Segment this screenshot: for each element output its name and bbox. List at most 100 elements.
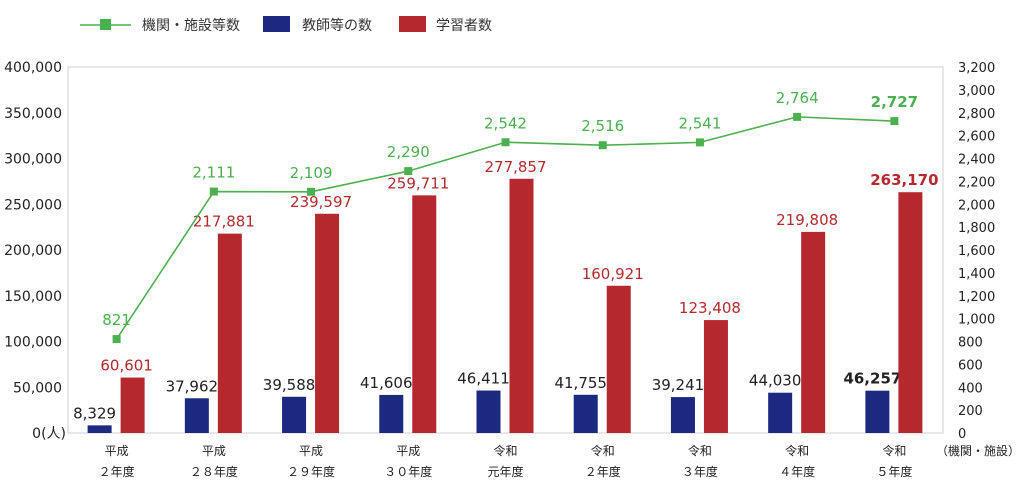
y-left-tick-label: 350,000 (4, 106, 62, 122)
learner-bar (412, 195, 437, 433)
x-tick-label: ３年度 (682, 464, 718, 479)
x-tick-label: 平成 (105, 444, 129, 458)
facility-data-label: 821 (102, 311, 131, 329)
y-left-tick-label: 200,000 (4, 243, 62, 259)
legend-label: 学習者数 (436, 18, 492, 34)
y-right-tick-label: 3,000 (958, 84, 995, 99)
learner-bar (120, 377, 145, 433)
y-right-unit: （機関・施設） (936, 443, 1020, 458)
facility-data-label: 2,290 (387, 143, 430, 161)
y-right-tick-label: 0 (958, 427, 966, 442)
teacher-bar (573, 394, 598, 433)
teacher-data-label: 41,606 (360, 374, 413, 392)
x-tick-label: 令和 (882, 443, 906, 458)
learner-data-label: 277,857 (484, 158, 546, 176)
y-right-tick-label: 1,200 (958, 290, 995, 305)
x-tick-label: ２年度 (585, 464, 621, 479)
learner-data-label: 160,921 (582, 265, 644, 283)
learner-bar (509, 178, 534, 433)
y-right-tick-label: 3,200 (958, 61, 995, 76)
teacher-data-label: 44,030 (749, 372, 802, 390)
learner-data-label: 217,881 (193, 213, 255, 231)
learner-data-label: 239,597 (290, 193, 352, 211)
teacher-data-label: 39,588 (263, 376, 316, 394)
teacher-data-label: 46,257 (843, 370, 901, 388)
x-tick-label: ３０年度 (384, 464, 432, 479)
facility-point (501, 138, 510, 147)
x-tick-label: 令和 (493, 443, 517, 458)
x-tick-label: 元年度 (487, 464, 523, 479)
learner-bar (315, 213, 340, 433)
facility-data-label: 2,727 (871, 93, 918, 111)
y-left-tick-label: 250,000 (4, 197, 62, 213)
y-left-tick-label: 150,000 (4, 289, 62, 305)
y-right-tick-label: 2,200 (958, 175, 995, 190)
y-right-tick-label: 1,400 (958, 267, 995, 282)
learner-bar (801, 231, 826, 433)
facility-point (598, 141, 607, 150)
y-right-tick-label: 2,000 (958, 198, 995, 213)
facility-point (404, 167, 413, 176)
y-right-tick-label: 1,000 (958, 313, 995, 328)
y-left-tick-label: 50,000 (13, 380, 62, 396)
facility-point (307, 187, 316, 196)
learner-data-label: 123,408 (679, 299, 741, 317)
y-left-tick-label: 0(人) (32, 426, 66, 442)
y-left-tick-label: 400,000 (4, 60, 62, 76)
facility-data-label: 2,541 (678, 114, 721, 132)
legend-swatch (263, 16, 290, 32)
x-tick-label: 令和 (785, 443, 809, 458)
teacher-bar (282, 396, 307, 433)
facility-data-label: 2,111 (192, 164, 235, 182)
facility-point (793, 112, 802, 121)
facility-data-label: 2,109 (290, 164, 333, 182)
facility-data-label: 2,516 (581, 117, 624, 135)
learner-data-label: 259,711 (387, 174, 449, 192)
teacher-bar (865, 390, 890, 433)
teacher-data-label: 8,329 (73, 404, 116, 422)
x-tick-label: 令和 (688, 443, 712, 458)
learner-data-label: 263,170 (870, 171, 938, 189)
x-tick-label: 平成 (396, 444, 420, 458)
facility-point (890, 117, 899, 126)
legend-marker (100, 19, 111, 30)
teacher-bar (670, 397, 695, 433)
legend: 機関・施設等数 教師等の数 学習者数 (80, 16, 492, 34)
teacher-bar (476, 390, 501, 433)
x-tick-label: ２８年度 (190, 464, 238, 479)
x-tick-label: ２９年度 (287, 464, 335, 479)
learner-data-label: 60,601 (100, 357, 153, 375)
y-right-tick-label: 400 (958, 381, 983, 396)
x-tick-label: 平成 (202, 444, 226, 458)
teacher-data-label: 41,755 (554, 374, 607, 392)
x-tick-label: ４年度 (779, 464, 815, 479)
learner-bar (898, 192, 923, 433)
teacher-bar (379, 394, 404, 433)
facility-point (695, 138, 704, 147)
teacher-bar (768, 392, 793, 433)
x-tick-label: 平成 (299, 444, 323, 458)
y-right-tick-label: 600 (958, 358, 983, 373)
y-right-tick-label: 2,400 (958, 153, 995, 168)
learner-bar (217, 233, 242, 433)
x-tick-label: 令和 (591, 443, 615, 458)
facility-data-label: 2,542 (484, 114, 527, 132)
facility-point (209, 187, 218, 196)
legend-swatch (399, 16, 426, 32)
facility-data-label: 2,764 (776, 89, 819, 107)
learner-data-label: 219,808 (776, 211, 838, 229)
teacher-bar (87, 425, 112, 433)
y-right-tick-label: 800 (958, 336, 983, 351)
learner-bar (606, 285, 631, 433)
y-right-tick-label: 1,600 (958, 244, 995, 259)
x-tick-label: ５年度 (876, 464, 912, 479)
legend-label: 機関・施設等数 (142, 17, 240, 34)
x-tick-label: ２年度 (99, 464, 135, 479)
y-right-tick-label: 2,800 (958, 107, 995, 122)
y-left-tick-label: 100,000 (4, 335, 62, 351)
facility-point (112, 335, 121, 344)
teacher-data-label: 37,962 (166, 377, 219, 395)
teacher-data-label: 46,411 (457, 370, 510, 388)
legend-label: 教師等の数 (302, 17, 372, 34)
